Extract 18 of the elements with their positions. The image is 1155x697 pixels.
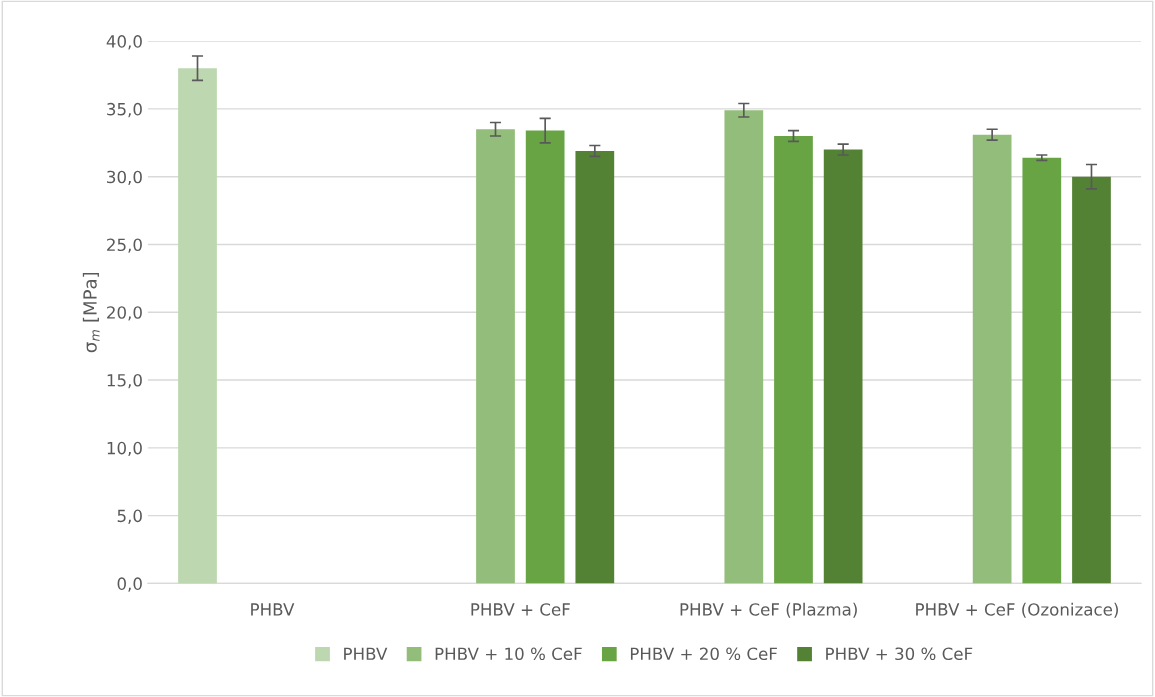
y-tick-label: 25,0 [107, 238, 142, 253]
legend-label: PHBV + 20 % CeF [630, 647, 777, 661]
y-tick-label: 5,0 [117, 509, 142, 524]
legend-label: PHBV + 10 % CeF [435, 647, 582, 661]
x-tick-label: PHBV [251, 603, 295, 616]
y-tick-label: 30,0 [107, 170, 142, 185]
legend-label: PHBV + 30 % CeF [826, 647, 973, 661]
y-tick-label: 20,0 [107, 306, 142, 321]
y-axis-title: σ$_{m}$ [MPa] [82, 272, 100, 353]
x-tick-label: PHBV + CeF (Ozonizace) [916, 602, 1118, 618]
x-tick-label: PHBV + CeF (Plazma) [680, 602, 857, 618]
y-tick-label: 15,0 [107, 374, 142, 389]
y-tick-label: 35,0 [107, 102, 142, 118]
legend-label: PHBV [344, 647, 388, 660]
y-tick-label: 0,0 [117, 577, 142, 592]
x-tick-label: PHBV + CeF [471, 603, 570, 616]
y-tick-label: 40,0 [106, 35, 142, 50]
y-tick-label: 10,0 [107, 441, 142, 457]
